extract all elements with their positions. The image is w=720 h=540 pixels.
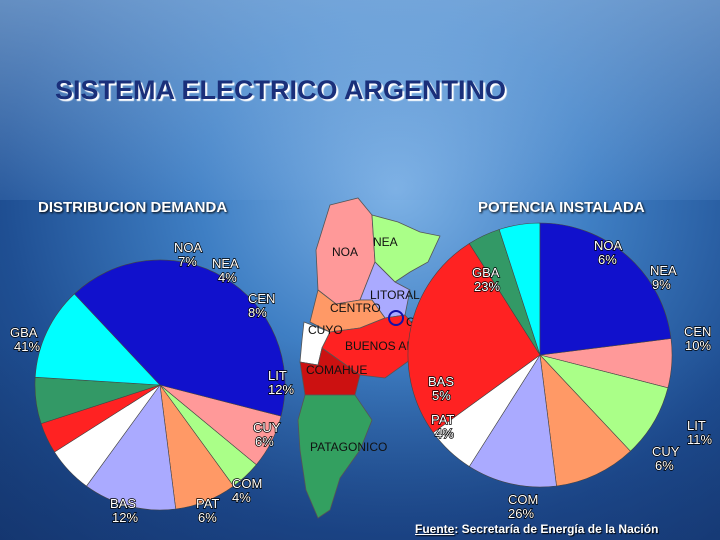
slice-percent-cen: 10% [685,338,711,353]
map-label-litoral: LITORAL [370,288,420,302]
page-title: SISTEMA ELECTRICO ARGENTINO [55,75,507,105]
slice-label-noa: NOA [174,240,203,255]
pie-slice-gba [73,259,286,417]
slice-label-bas: BAS [110,496,136,511]
slice-percent-pat: 6% [198,510,217,525]
map-label-noa: NOA [332,245,358,259]
source-note: Fuente: Secretaría de Energía de la Naci… [415,522,658,536]
slice-label-bas: BAS [428,374,454,389]
slice-percent-noa: 7% [178,254,197,269]
map-label-centro: CENTRO [330,301,381,315]
slice-percent-gba: 41% [14,339,40,354]
slice-label-cen: CEN [684,324,711,339]
slice-label-nea: NEA [650,263,677,278]
pie-slice-lit [86,384,177,511]
sky-background [0,0,720,200]
slice-label-nea: NEA [212,256,239,271]
argentina-map [297,197,441,519]
map-label-patagonico: PATAGONICO [310,440,387,454]
pie-chart-potencia [407,222,673,488]
slice-percent-gba: 23% [474,279,500,294]
pie-chart-demanda [34,259,286,511]
source-text: : Secretaría de Energía de la Nación [454,522,659,536]
slice-percent-lit: 12% [268,382,294,397]
slice-label-cuy: CUY [652,444,680,459]
slice-label-noa: NOA [594,238,623,253]
slice-percent-com: 26% [508,506,534,521]
slice-percent-cuy: 6% [255,434,274,449]
slice-percent-nea: 9% [652,277,671,292]
slice-percent-noa: 6% [598,252,617,267]
slice-label-cen: CEN [248,291,275,306]
slice-percent-pat: 4% [435,426,454,441]
slice-label-gba: GBA [472,265,500,280]
slice-percent-com: 4% [232,490,251,505]
slice-label-lit: LIT [687,418,706,433]
slice-label-pat: PAT [196,496,219,511]
pie-slice-cen [539,354,631,487]
chart-title-potencia: POTENCIA INSTALADA [478,199,645,216]
slice-label-pat: PAT [431,412,454,427]
pie-slice-com [407,243,541,434]
slice-percent-lit: 11% [687,432,712,447]
slice-label-gba: GBA [10,325,38,340]
slice-label-lit: LIT [268,368,287,383]
map-region-patagonico [297,394,373,519]
slice-percent-nea: 4% [218,270,237,285]
slice-label-cuy: CUY [253,420,281,435]
map-label-nea: NEA [373,235,398,249]
pie-slice-bas [34,293,161,386]
slice-percent-cen: 8% [248,305,267,320]
map-label-cuyo: CUYO [308,323,343,337]
chart-title-demanda: DISTRIBUCION DEMANDA [38,199,228,216]
slice-percent-bas: 12% [112,510,138,525]
pie-slice-lit [468,354,557,488]
slice-percent-cuy: 6% [655,458,674,473]
source-prefix: Fuente [415,522,455,536]
map-label-comahue: COMAHUE [306,363,367,377]
pie-slice-gba [539,222,672,356]
slice-label-com: COM [232,476,262,491]
map-labels: NOANEALITORALCENTROGBACUYOBUENOS AIRESCO… [306,235,434,454]
slice-label-com: COM [508,492,538,507]
slice-percent-bas: 5% [432,388,451,403]
map-region-gba [388,310,404,326]
